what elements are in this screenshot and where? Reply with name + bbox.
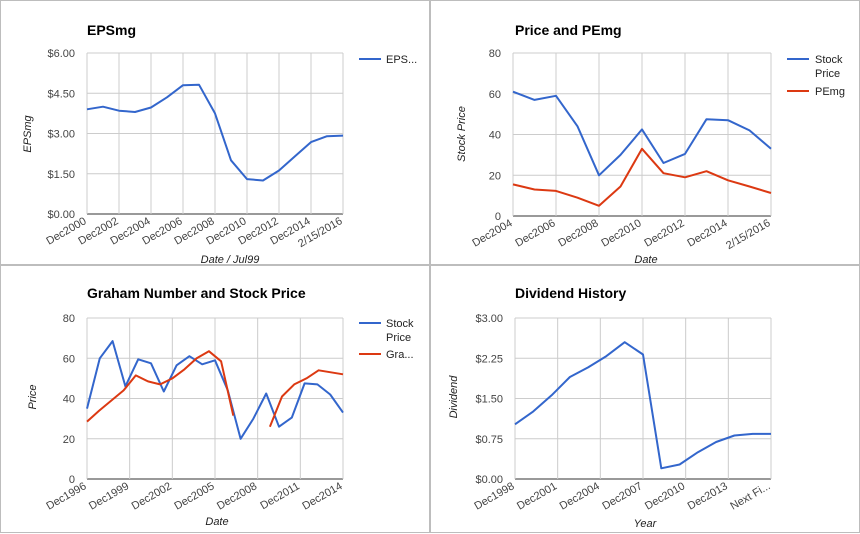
y-tick-label: 20 [489,170,501,182]
series-group [86,340,344,440]
y-tick-label: $1.50 [47,169,75,181]
x-tick-label: Dec2001 [515,480,559,512]
y-tick-label: 80 [489,48,501,60]
y-tick-label: $0.00 [47,209,75,221]
y-tick-label: 40 [489,130,501,142]
y-tick-label: 80 [63,313,75,325]
legend: EPS... [359,54,417,66]
x-tick-label: Dec2008 [556,217,600,249]
legend: Stock Price PEmg [787,54,845,98]
legend-label-stock-price-line2: Price [815,68,840,80]
x-tick-labels: Dec1998Dec2001Dec2004Dec2007Dec2010Dec20… [472,480,772,512]
gridlines [512,52,772,217]
x-tick-label: Dec2014 [300,480,344,512]
series-group [512,90,772,207]
x-tick-label: Dec2010 [643,480,687,512]
x-tick-label: Dec2008 [215,480,259,512]
y-axis-label: Stock Price [456,106,468,162]
series-line [514,341,771,470]
y-tick-label: $0.75 [475,434,503,446]
legend-label-graham: Gra... [386,349,414,361]
series-line [86,83,344,182]
y-tick-labels: 0 20 40 60 80 [63,313,75,486]
x-tick-label: Next Fi... [728,480,772,512]
x-tick-label: Dec2007 [600,480,644,512]
series-line [512,147,772,207]
gridlines [86,317,344,480]
x-tick-label: Dec2002 [130,480,174,512]
chart-panel-epsmg: EPSmg $0.00 $1.50 $3.00 $4.50 $6.00 Dec2000 D… [0,0,430,266]
chart-panel-graham: Graham Number and Stock Price 0 20 40 60 80 … [0,265,430,533]
y-tick-label: 40 [63,394,75,406]
x-tick-label: Dec2011 [258,480,301,512]
series-line [512,90,772,177]
series-group [514,341,771,470]
y-tick-label: $3.00 [47,129,75,141]
x-tick-label: 2/15/2016 [724,217,772,252]
chart-svg-dividend: Dividend History $0.00 $0.75 $1.50 $2.25 $3.… [448,285,773,530]
series-group [86,83,344,182]
gridlines [86,52,344,215]
chart-title: Dividend History [515,285,626,301]
y-axis-label: Dividend [448,375,460,419]
x-tick-label: Dec2014 [685,217,729,249]
x-tick-label: Dec2006 [513,217,557,249]
legend-label: EPS... [386,54,417,66]
x-tick-labels: Dec2000Dec2002Dec2004Dec2006Dec2008Dec20… [44,215,344,250]
y-tick-label: $0.00 [475,474,503,486]
x-tick-label: Dec2005 [172,480,216,512]
x-tick-label: Dec2004 [558,480,602,512]
y-tick-label: $4.50 [47,88,75,100]
chart-title: Graham Number and Stock Price [87,285,306,301]
x-tick-label: Dec1996 [44,480,88,512]
y-tick-labels: $0.00 $0.75 $1.50 $2.25 $3.00 [475,313,503,486]
chart-svg-epsmg: EPSmg $0.00 $1.50 $3.00 $4.50 $6.00 Dec2000D… [22,22,417,266]
y-tick-labels: 0 20 40 60 80 [489,48,501,223]
chart-panel-dividend: Dividend History $0.00 $0.75 $1.50 $2.25 $3.… [430,265,860,533]
x-tick-label: Dec2004 [470,217,514,249]
y-tick-labels: $0.00 $1.50 $3.00 $4.50 $6.00 [47,48,75,221]
series-line [86,340,344,440]
y-tick-label: $1.50 [475,394,503,406]
gridlines [514,317,772,480]
x-axis-label: Date [634,254,657,266]
x-tick-label: Dec2010 [599,217,643,249]
x-axis-label: Year [634,518,658,530]
y-tick-label: $3.00 [475,313,503,325]
y-tick-label: 60 [63,353,75,365]
y-tick-label: 0 [69,474,75,486]
x-tick-label: Dec2013 [686,480,730,512]
y-axis-label: Price [27,384,39,409]
legend-label-stock-price-line1: Stock [815,54,843,66]
legend-label-stock-price-line1: Stock [386,318,414,330]
x-axis-label: Date / Jul99 [201,254,260,266]
y-tick-label: 60 [489,89,501,101]
legend: Stock Price Gra... [359,318,414,361]
x-tick-label: Dec1999 [87,480,131,512]
series-line [86,350,235,423]
x-axis-label: Date [205,516,228,528]
y-axis-label: EPSmg [22,114,34,152]
y-tick-label: $6.00 [47,48,75,60]
y-tick-label: 20 [63,434,75,446]
y-tick-label: 0 [495,211,501,223]
x-tick-labels: Dec2004Dec2006Dec2008Dec2010Dec2012Dec20… [470,217,772,252]
x-tick-label: Dec2012 [642,217,686,249]
chart-svg-graham: Graham Number and Stock Price 020406080 … [27,285,414,528]
chart-panel-price-pemg: Price and PEmg 0 20 40 60 80 Dec2004 Dec2006 D… [430,0,860,266]
legend-label-pemg: PEmg [815,86,845,98]
chart-title: Price and PEmg [515,22,622,38]
legend-label-stock-price-line2: Price [386,332,411,344]
series-line [268,369,344,428]
chart-title: EPSmg [87,22,136,38]
y-tick-label: $2.25 [475,353,503,365]
